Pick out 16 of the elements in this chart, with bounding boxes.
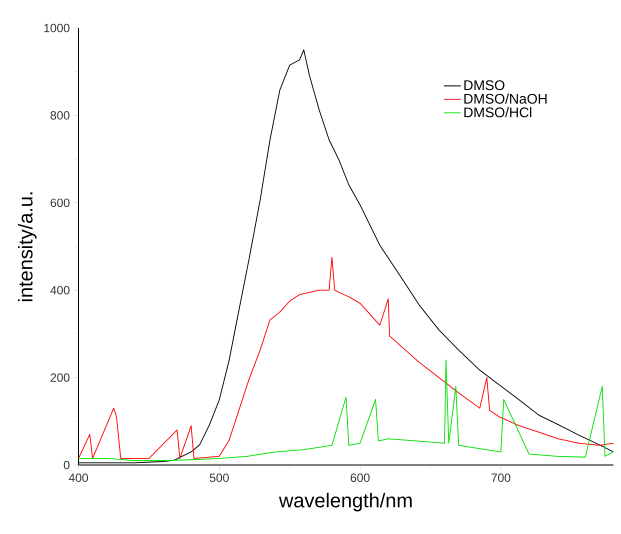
y-tick-label: 200	[50, 373, 70, 382]
y-tick-label: 800	[50, 111, 70, 120]
y-tick-label: 400	[50, 286, 70, 294]
y-tick-label: 600	[50, 198, 70, 208]
x-tick-label: 500	[210, 474, 229, 482]
x-tick-label: 600	[350, 474, 370, 482]
line-series	[78, 360, 614, 462]
x-tick-label: 400	[68, 474, 88, 482]
legend-label: DMSO/HCl	[464, 107, 532, 118]
y-axis-title: intensity/a.u.	[18, 192, 37, 302]
x-tick-label: 700	[492, 474, 510, 482]
x-axis-title: wavelength/nm	[278, 492, 412, 512]
legend-label: DMSO/NaOH	[464, 93, 547, 104]
legend-label: DMSO	[464, 80, 504, 90]
y-tick-label: 0	[64, 460, 70, 470]
y-tick-label: 1000	[44, 24, 70, 32]
